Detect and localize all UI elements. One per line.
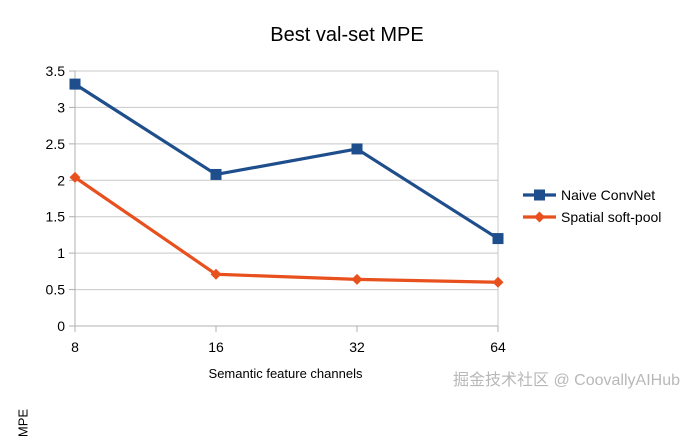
legend-label: Spatial soft-pool <box>561 209 661 225</box>
legend-label: Naive ConvNet <box>561 187 655 203</box>
y-axis-label: MPE <box>15 408 31 437</box>
line-chart: 0 0.5 1 1.5 2 2.5 3 3.5 8 16 32 64 Naive ConvNet Spat… <box>46 63 662 355</box>
y-tick-label: 3.5 <box>46 63 66 79</box>
x-tick-label: 64 <box>490 339 506 355</box>
y-tick-label: 0.5 <box>46 282 66 298</box>
y-tick-label: 0 <box>57 318 65 334</box>
data-point <box>69 171 81 183</box>
data-point <box>210 168 222 180</box>
data-point <box>69 78 81 90</box>
chart-title: Best val-set MPE <box>270 24 424 46</box>
watermark: 掘金技术社区 @ CoovallyAIHub <box>453 372 680 389</box>
y-tick-label: 2.5 <box>46 136 66 152</box>
y-tick-label: 1 <box>57 245 65 261</box>
y-tick-label: 2 <box>57 172 65 188</box>
x-tick-label: 32 <box>349 339 365 355</box>
y-tick-label: 3 <box>57 99 65 115</box>
series-line <box>74 176 499 284</box>
x-tick-label: 16 <box>208 339 224 355</box>
series-line <box>74 82 499 240</box>
data-point <box>351 273 363 285</box>
data-point <box>210 268 222 280</box>
data-point <box>492 233 504 245</box>
legend-marker <box>534 211 545 223</box>
x-tick-label: 8 <box>71 339 79 355</box>
data-point <box>351 143 363 155</box>
x-axis-label: Semantic feature channels <box>208 366 363 381</box>
legend-marker <box>534 189 545 201</box>
y-tick-label: 1.5 <box>46 209 66 225</box>
data-point <box>492 276 504 288</box>
